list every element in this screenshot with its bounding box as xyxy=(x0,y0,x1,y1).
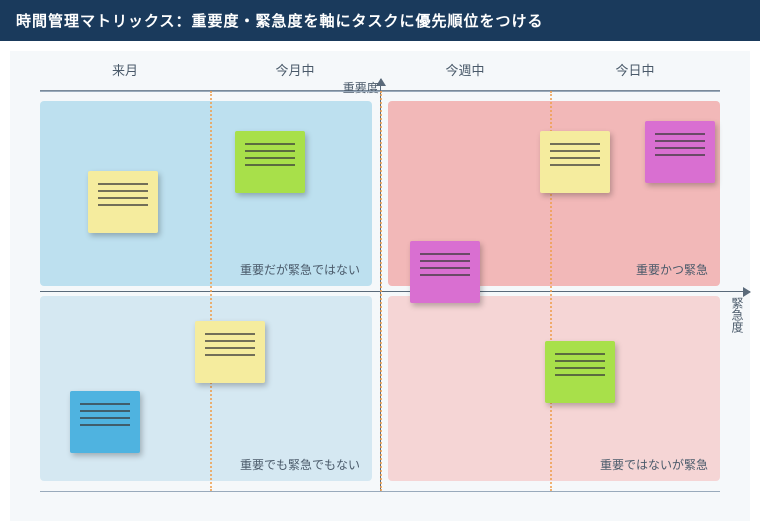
sticky-note-2[interactable] xyxy=(540,131,610,193)
sticky-note-5[interactable] xyxy=(195,321,265,383)
page-title: 時間管理マトリックス：重要度・緊急度を軸にタスクに優先順位をつける xyxy=(0,0,760,41)
period-divider-0 xyxy=(210,91,212,491)
note-line-icon xyxy=(98,204,148,206)
note-line-icon xyxy=(205,340,255,342)
note-line-icon xyxy=(550,150,600,152)
baseline xyxy=(40,491,720,492)
sticky-note-3[interactable] xyxy=(645,121,715,183)
quadrant-label: 重要ではないが緊急 xyxy=(600,456,708,473)
note-line-icon xyxy=(98,183,148,185)
col-header-3: 今日中 xyxy=(550,51,720,91)
col-header-0: 来月 xyxy=(40,51,210,91)
note-line-icon xyxy=(245,157,295,159)
note-line-icon xyxy=(655,147,705,149)
note-line-icon xyxy=(80,410,130,412)
note-line-icon xyxy=(420,260,470,262)
note-line-icon xyxy=(80,403,130,405)
period-divider-1 xyxy=(380,91,382,491)
note-line-icon xyxy=(420,253,470,255)
col-header-2: 今週中 xyxy=(380,51,550,91)
note-line-icon xyxy=(420,274,470,276)
note-line-icon xyxy=(420,267,470,269)
note-line-icon xyxy=(80,417,130,419)
sticky-note-6[interactable] xyxy=(70,391,140,453)
note-line-icon xyxy=(655,133,705,135)
grid-area: 重要ではないが緊急重要でも緊急でもない重要かつ緊急重要だが緊急ではない 重要度 … xyxy=(40,91,720,491)
note-line-icon xyxy=(98,197,148,199)
quadrant-label: 重要でも緊急でもない xyxy=(240,456,360,473)
x-axis-label: 緊急度 xyxy=(729,297,746,333)
note-line-icon xyxy=(245,164,295,166)
y-axis-label: 重要度 xyxy=(343,79,379,96)
note-line-icon xyxy=(550,164,600,166)
x-axis xyxy=(40,291,750,292)
note-line-icon xyxy=(555,367,605,369)
note-line-icon xyxy=(555,360,605,362)
note-line-icon xyxy=(205,333,255,335)
quadrant-label: 重要だが緊急ではない xyxy=(240,261,360,278)
note-line-icon xyxy=(245,150,295,152)
note-line-icon xyxy=(550,157,600,159)
note-line-icon xyxy=(205,354,255,356)
note-line-icon xyxy=(555,353,605,355)
note-line-icon xyxy=(655,154,705,156)
note-line-icon xyxy=(550,143,600,145)
note-line-icon xyxy=(205,347,255,349)
sticky-note-4[interactable] xyxy=(410,241,480,303)
note-line-icon xyxy=(245,143,295,145)
note-line-icon xyxy=(655,140,705,142)
sticky-note-1[interactable] xyxy=(235,131,305,193)
sticky-note-7[interactable] xyxy=(545,341,615,403)
sticky-note-0[interactable] xyxy=(88,171,158,233)
quadrant-label: 重要かつ緊急 xyxy=(636,261,708,278)
note-line-icon xyxy=(555,374,605,376)
note-line-icon xyxy=(98,190,148,192)
note-line-icon xyxy=(80,424,130,426)
matrix-canvas: 来月 今月中 今週中 今日中 重要ではないが緊急重要でも緊急でもない重要かつ緊急… xyxy=(10,51,750,521)
